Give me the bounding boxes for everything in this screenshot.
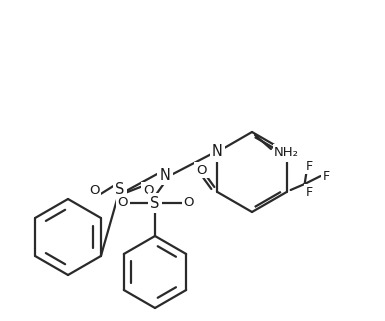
Text: N: N (212, 144, 223, 160)
Text: F: F (306, 186, 313, 198)
Text: F: F (306, 160, 313, 172)
Text: F: F (323, 169, 330, 183)
Text: S: S (150, 195, 160, 211)
Text: O: O (143, 184, 153, 196)
Text: O: O (89, 185, 99, 197)
Text: N: N (159, 168, 171, 183)
Text: O: O (196, 163, 207, 177)
Text: O: O (118, 196, 128, 210)
Text: S: S (116, 181, 125, 196)
Text: O: O (184, 196, 194, 210)
Text: NH₂: NH₂ (274, 145, 299, 159)
Text: N: N (281, 144, 292, 160)
